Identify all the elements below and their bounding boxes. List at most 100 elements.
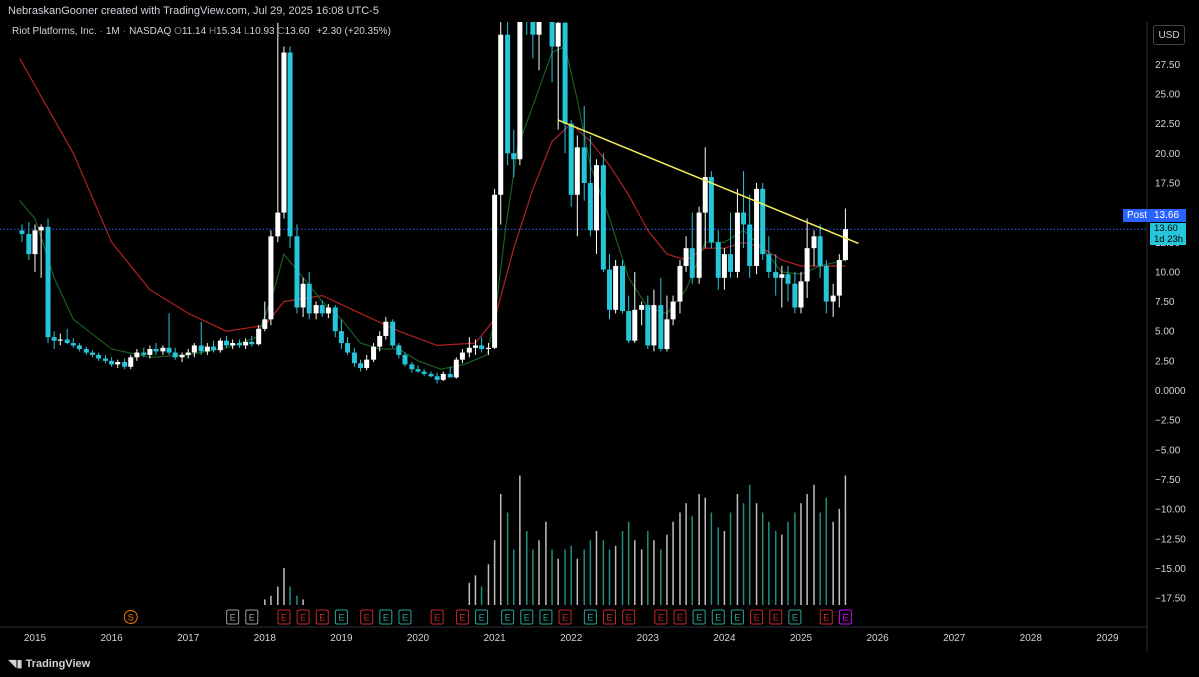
candle-body bbox=[421, 371, 427, 374]
candle-body bbox=[804, 248, 810, 282]
candle-body bbox=[536, 22, 542, 35]
candle-body bbox=[294, 236, 300, 308]
volume-bar bbox=[538, 540, 540, 605]
volume-bar bbox=[653, 540, 655, 605]
candle-body bbox=[607, 269, 612, 310]
volume-bar bbox=[717, 527, 720, 605]
volume-bar bbox=[660, 549, 662, 605]
volume-bar bbox=[557, 558, 559, 605]
candle-body bbox=[262, 319, 268, 329]
candle-body bbox=[191, 345, 197, 353]
earnings-marker-icon bbox=[277, 609, 291, 625]
candle-body bbox=[562, 22, 568, 124]
trendline bbox=[557, 119, 859, 245]
candle-body bbox=[141, 352, 147, 355]
volume-bar bbox=[781, 534, 783, 605]
price-axis-label: −10.00 bbox=[1155, 505, 1186, 516]
event-marker-label: E bbox=[792, 613, 798, 623]
candle-body bbox=[377, 335, 383, 347]
volume-bar bbox=[264, 599, 266, 605]
candle-body bbox=[428, 373, 434, 377]
symbol-exchange: NASDAQ bbox=[129, 26, 172, 37]
candle-body bbox=[128, 357, 134, 367]
close-label: C bbox=[277, 26, 285, 37]
volume-bar bbox=[787, 521, 789, 605]
candle-body bbox=[766, 254, 772, 272]
tradingview-logo[interactable]: ◥▮ TradingView bbox=[8, 652, 90, 677]
time-axis-label: 2027 bbox=[943, 633, 966, 644]
earnings-marker-icon bbox=[711, 609, 725, 625]
event-marker-label: E bbox=[364, 613, 370, 623]
volume-bar bbox=[551, 549, 553, 605]
last-price-tag: 13.60 1d 23h bbox=[1150, 223, 1186, 245]
candle-body bbox=[836, 260, 842, 296]
earnings-marker-icon bbox=[245, 609, 259, 625]
event-marker-label: E bbox=[505, 613, 511, 623]
volume-bar bbox=[480, 586, 483, 605]
moving-average-long bbox=[19, 58, 846, 347]
volume-bar bbox=[819, 512, 821, 605]
price-axis-label: −15.00 bbox=[1155, 564, 1186, 575]
symbol-interval[interactable]: 1M bbox=[105, 26, 120, 37]
volume-bar bbox=[608, 549, 611, 605]
time-axis-label: 2020 bbox=[407, 633, 430, 644]
high-value: 15.34 bbox=[216, 26, 242, 37]
candle-body bbox=[204, 346, 210, 352]
volume-bar bbox=[576, 558, 579, 605]
volume-bar bbox=[640, 549, 643, 605]
candle-body bbox=[19, 230, 25, 234]
earnings-marker-icon bbox=[673, 609, 687, 625]
candle-body bbox=[721, 254, 727, 278]
volume-bar bbox=[614, 545, 617, 605]
earnings-marker-icon bbox=[769, 609, 783, 625]
volume-bar bbox=[589, 540, 592, 605]
candle-body bbox=[645, 305, 651, 346]
candle-body bbox=[325, 307, 331, 314]
candle-body bbox=[696, 212, 702, 278]
earnings-marker-icon bbox=[583, 609, 597, 625]
volume-bar bbox=[813, 484, 815, 605]
candle-body bbox=[237, 343, 243, 346]
volume-bar bbox=[602, 540, 605, 605]
candle-body bbox=[830, 295, 836, 302]
volume-bar bbox=[487, 564, 490, 605]
currency-button[interactable]: USD bbox=[1153, 25, 1185, 45]
volume-bar bbox=[838, 508, 841, 605]
candle-body bbox=[798, 281, 804, 308]
earnings-marker-icon bbox=[750, 609, 764, 625]
time-axis-label: 2029 bbox=[1096, 633, 1119, 644]
event-marker-label: E bbox=[249, 613, 255, 623]
candle-body bbox=[613, 265, 619, 310]
earnings-marker-icon bbox=[226, 609, 240, 625]
candle-body bbox=[415, 369, 421, 372]
change-value: +2.30 (+20.35%) bbox=[316, 26, 391, 37]
candle-body bbox=[383, 321, 389, 336]
event-marker-label: E bbox=[754, 613, 760, 623]
volume-bar bbox=[666, 534, 668, 605]
candle-body bbox=[555, 22, 561, 47]
volume-bar bbox=[545, 521, 547, 605]
candle-body bbox=[147, 348, 153, 355]
price-axis-label: 5.00 bbox=[1155, 327, 1175, 338]
event-marker-label: E bbox=[459, 613, 465, 623]
volume-bar bbox=[685, 503, 687, 605]
candle-body bbox=[351, 352, 357, 364]
symbol-name[interactable]: Riot Platforms, Inc. bbox=[12, 26, 97, 37]
volume-bar bbox=[283, 568, 285, 605]
event-marker-label: E bbox=[300, 613, 306, 623]
candle-body bbox=[792, 283, 798, 308]
candle-body bbox=[115, 362, 121, 365]
candle-body bbox=[677, 265, 683, 302]
candle-body bbox=[600, 165, 606, 270]
candle-body bbox=[459, 352, 465, 360]
candle-body bbox=[511, 153, 517, 160]
candle-body bbox=[485, 347, 491, 349]
candle-body bbox=[434, 376, 440, 380]
candle-body bbox=[364, 359, 370, 368]
volume-bar bbox=[698, 494, 700, 605]
candle-body bbox=[38, 226, 44, 231]
candle-body bbox=[300, 283, 306, 308]
volume-bar bbox=[710, 512, 713, 605]
